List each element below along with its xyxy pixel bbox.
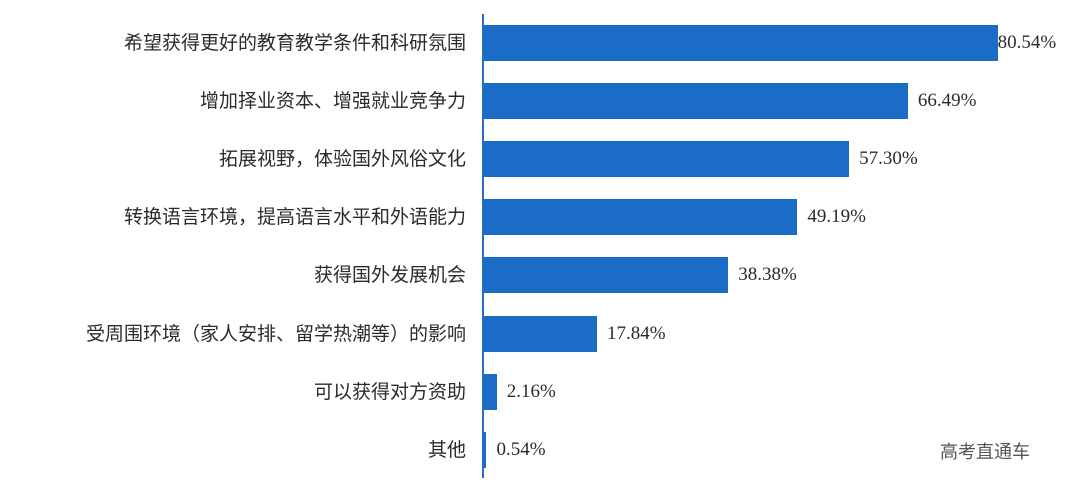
bar (483, 373, 497, 410)
category-label: 可以获得对方资助 (313, 380, 466, 403)
bar (483, 315, 597, 352)
value-label: 17.84% (606, 322, 666, 344)
category-label: 受周围环境（家人安排、留学热潮等）的影响 (85, 322, 466, 345)
bar (483, 83, 908, 120)
category-label: 转换语言环境，提高语言水平和外语能力 (123, 206, 466, 229)
category-label: 拓展视野，体验国外风俗文化 (218, 148, 466, 171)
bar-row: 其他 0.54% (0, 431, 1080, 468)
bar-row: 受周围环境（家人安排、留学热潮等）的影响 17.84% (0, 315, 1080, 352)
bar (483, 257, 729, 294)
value-label: 2.16% (506, 380, 556, 402)
bar-row: 转换语言环境，提高语言水平和外语能力 49.19% (0, 199, 1080, 236)
watermark: 高考直通车 (940, 442, 1030, 463)
bar-row: 获得国外发展机会 38.38% (0, 257, 1080, 294)
bar (483, 141, 850, 178)
value-label: 38.38% (738, 264, 797, 286)
y-axis-line (482, 14, 484, 478)
bar-row: 可以获得对方资助 2.16% (0, 373, 1080, 410)
bar (483, 199, 798, 236)
category-label: 增加择业资本、增强就业竞争力 (199, 90, 466, 113)
value-label: 49.19% (807, 206, 866, 228)
category-label: 希望获得更好的教育教学条件和科研氛围 (123, 32, 466, 54)
bar (483, 431, 487, 468)
bar-row: 增加择业资本、增强就业竞争力 66.49% (0, 83, 1080, 120)
value-label: 0.54% (496, 438, 546, 460)
value-label: 57.30% (859, 148, 918, 170)
value-label: 66.49% (917, 90, 977, 112)
bar (483, 25, 998, 61)
value-label: 80.54% (997, 32, 1057, 53)
bar-row: 拓展视野，体验国外风俗文化 57.30% (0, 141, 1080, 178)
category-label: 其他 (427, 438, 466, 461)
bar-row: 希望获得更好的教育教学条件和科研氛围 80.54% (0, 25, 1080, 61)
category-label: 获得国外发展机会 (313, 264, 466, 287)
